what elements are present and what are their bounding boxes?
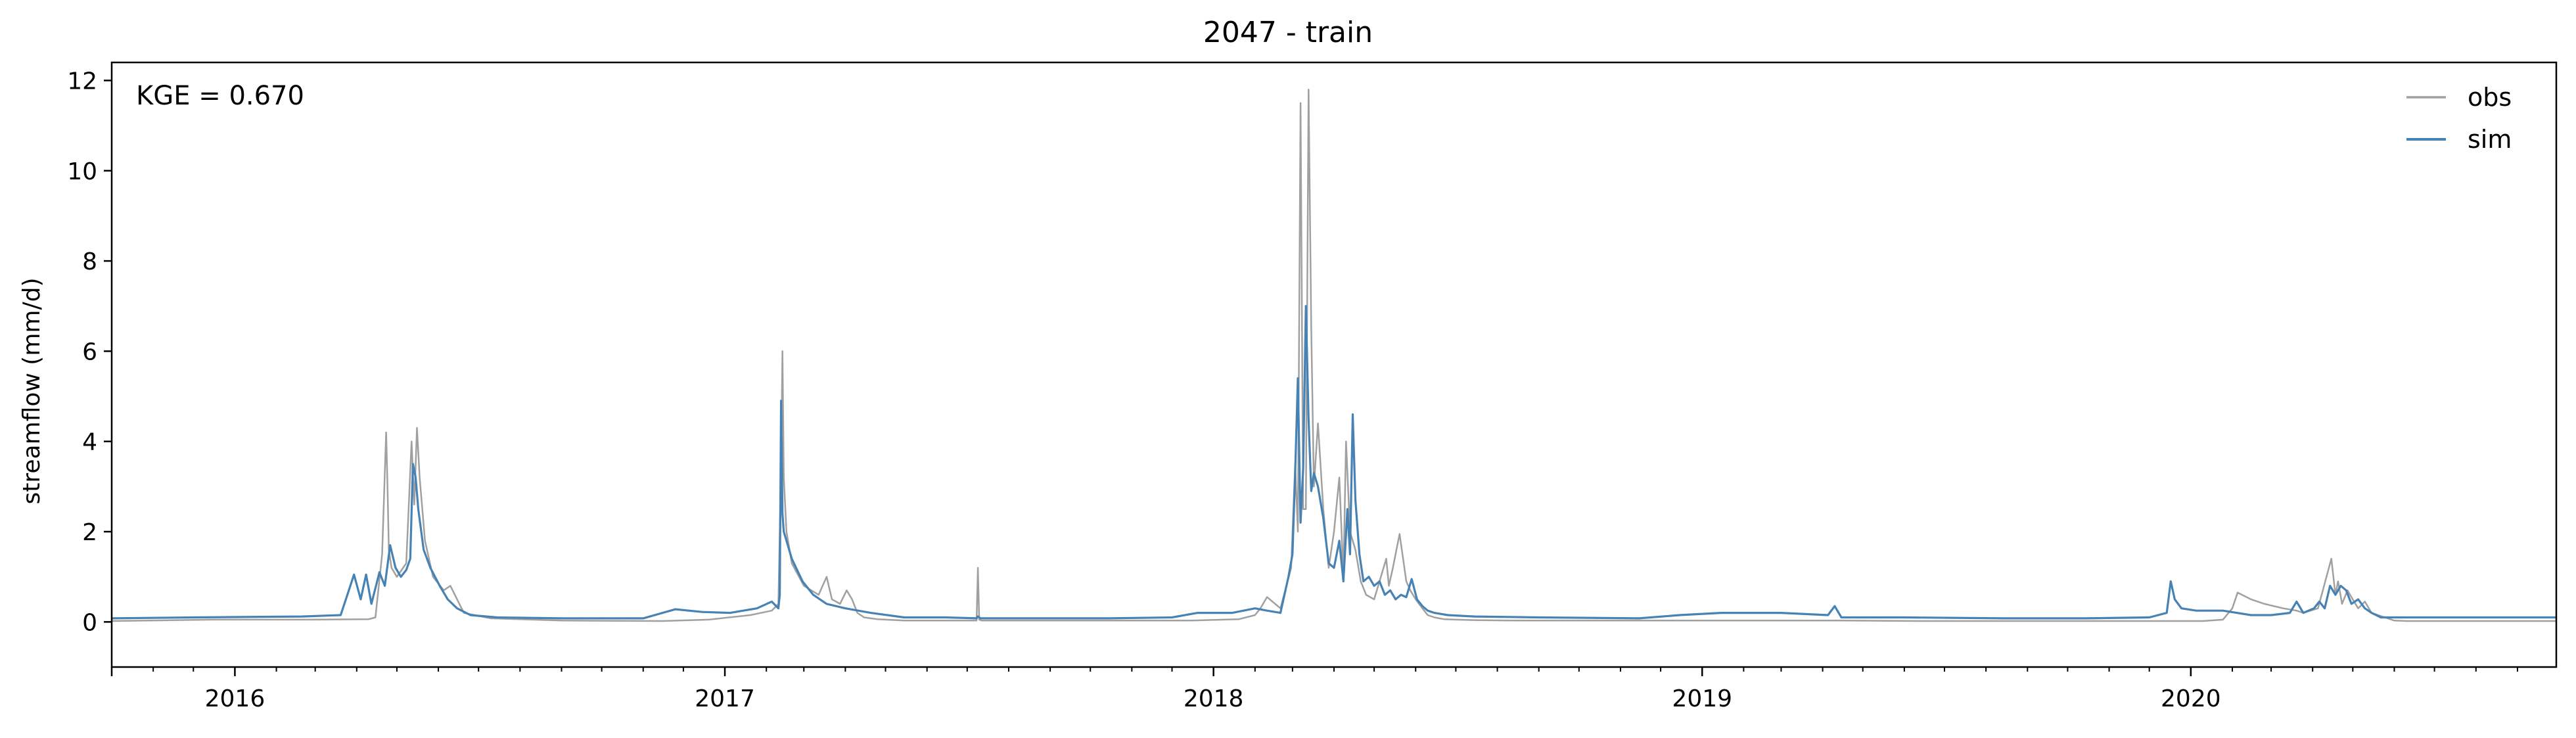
y-tick-label: 2 xyxy=(82,519,97,546)
y-axis: 0 2 4 6 8 10 12 xyxy=(67,68,112,636)
plot-frame xyxy=(110,61,2558,668)
x-axis: 2016 2017 2018 2019 2020 xyxy=(110,667,2518,712)
x-tick-label: 2017 xyxy=(695,685,755,712)
y-tick-label: 0 xyxy=(82,609,97,636)
x-tick-label: 2020 xyxy=(2161,685,2221,712)
legend-obs-label: obs xyxy=(2468,83,2512,112)
y-tick-label: 6 xyxy=(82,338,97,365)
y-axis-title: streamflow (mm/d) xyxy=(18,278,45,505)
y-tick-label: 4 xyxy=(82,429,97,456)
x-tick-label: 2016 xyxy=(205,685,265,712)
series-line-obs xyxy=(111,88,2556,622)
y-tick-label: 12 xyxy=(67,68,97,95)
legend: obs sim xyxy=(2406,83,2512,154)
chart-title: 2047 - train xyxy=(1203,16,1373,49)
kge-annotation: KGE = 0.670 xyxy=(136,81,304,111)
legend-sim-label: sim xyxy=(2468,125,2512,154)
series-layer xyxy=(111,88,2556,622)
x-tick-label: 2018 xyxy=(1184,685,1244,712)
x-tick-label: 2019 xyxy=(1672,685,1732,712)
series-line-sim xyxy=(111,305,2556,620)
y-tick-label: 8 xyxy=(82,248,97,275)
plot-area: 0 2 4 6 8 10 12 2016 2017 2018 2019 2020 xyxy=(67,61,2558,712)
y-tick-label: 10 xyxy=(67,158,97,185)
